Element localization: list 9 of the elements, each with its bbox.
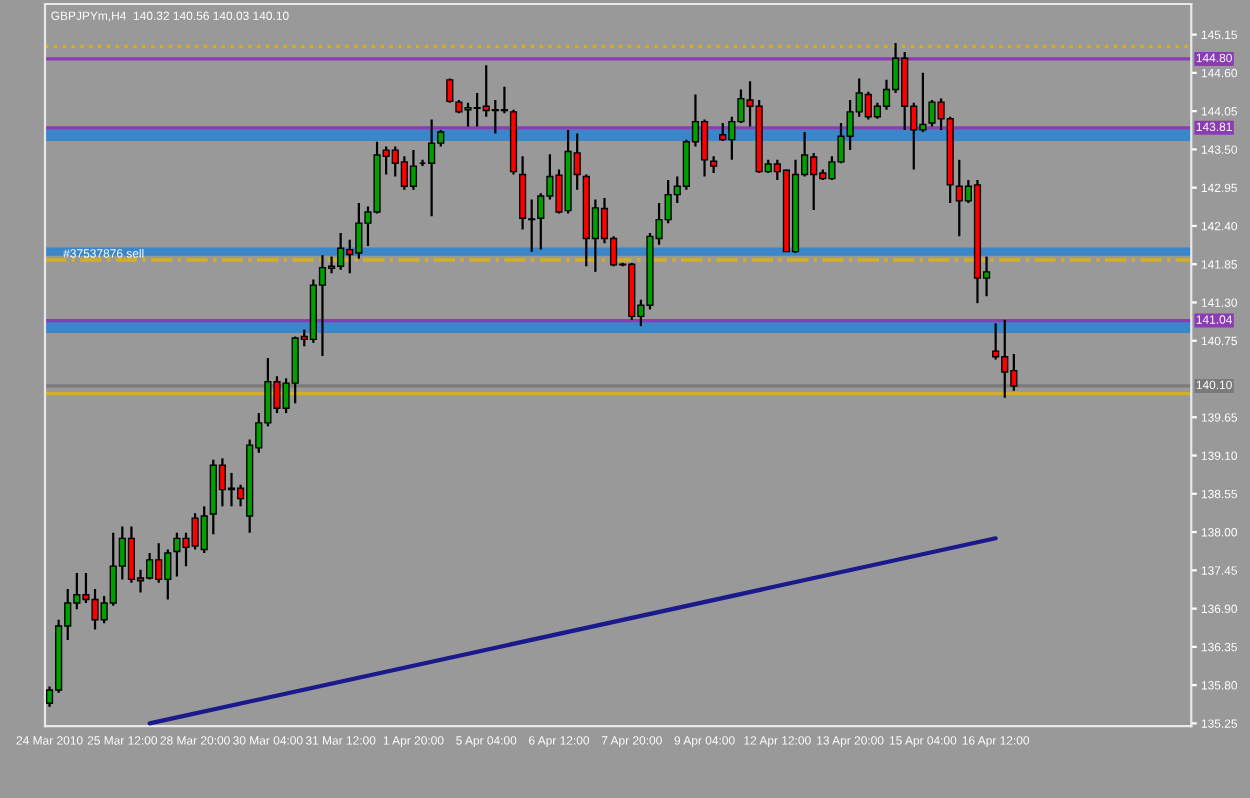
candlestick	[500, 85, 509, 115]
candlestick	[700, 118, 709, 178]
candlestick	[428, 118, 436, 218]
candlestick	[409, 148, 418, 191]
candlestick	[318, 254, 327, 358]
candlestick	[719, 121, 727, 143]
candlestick	[518, 155, 527, 231]
candlestick	[218, 457, 227, 508]
candlestick	[127, 525, 136, 584]
